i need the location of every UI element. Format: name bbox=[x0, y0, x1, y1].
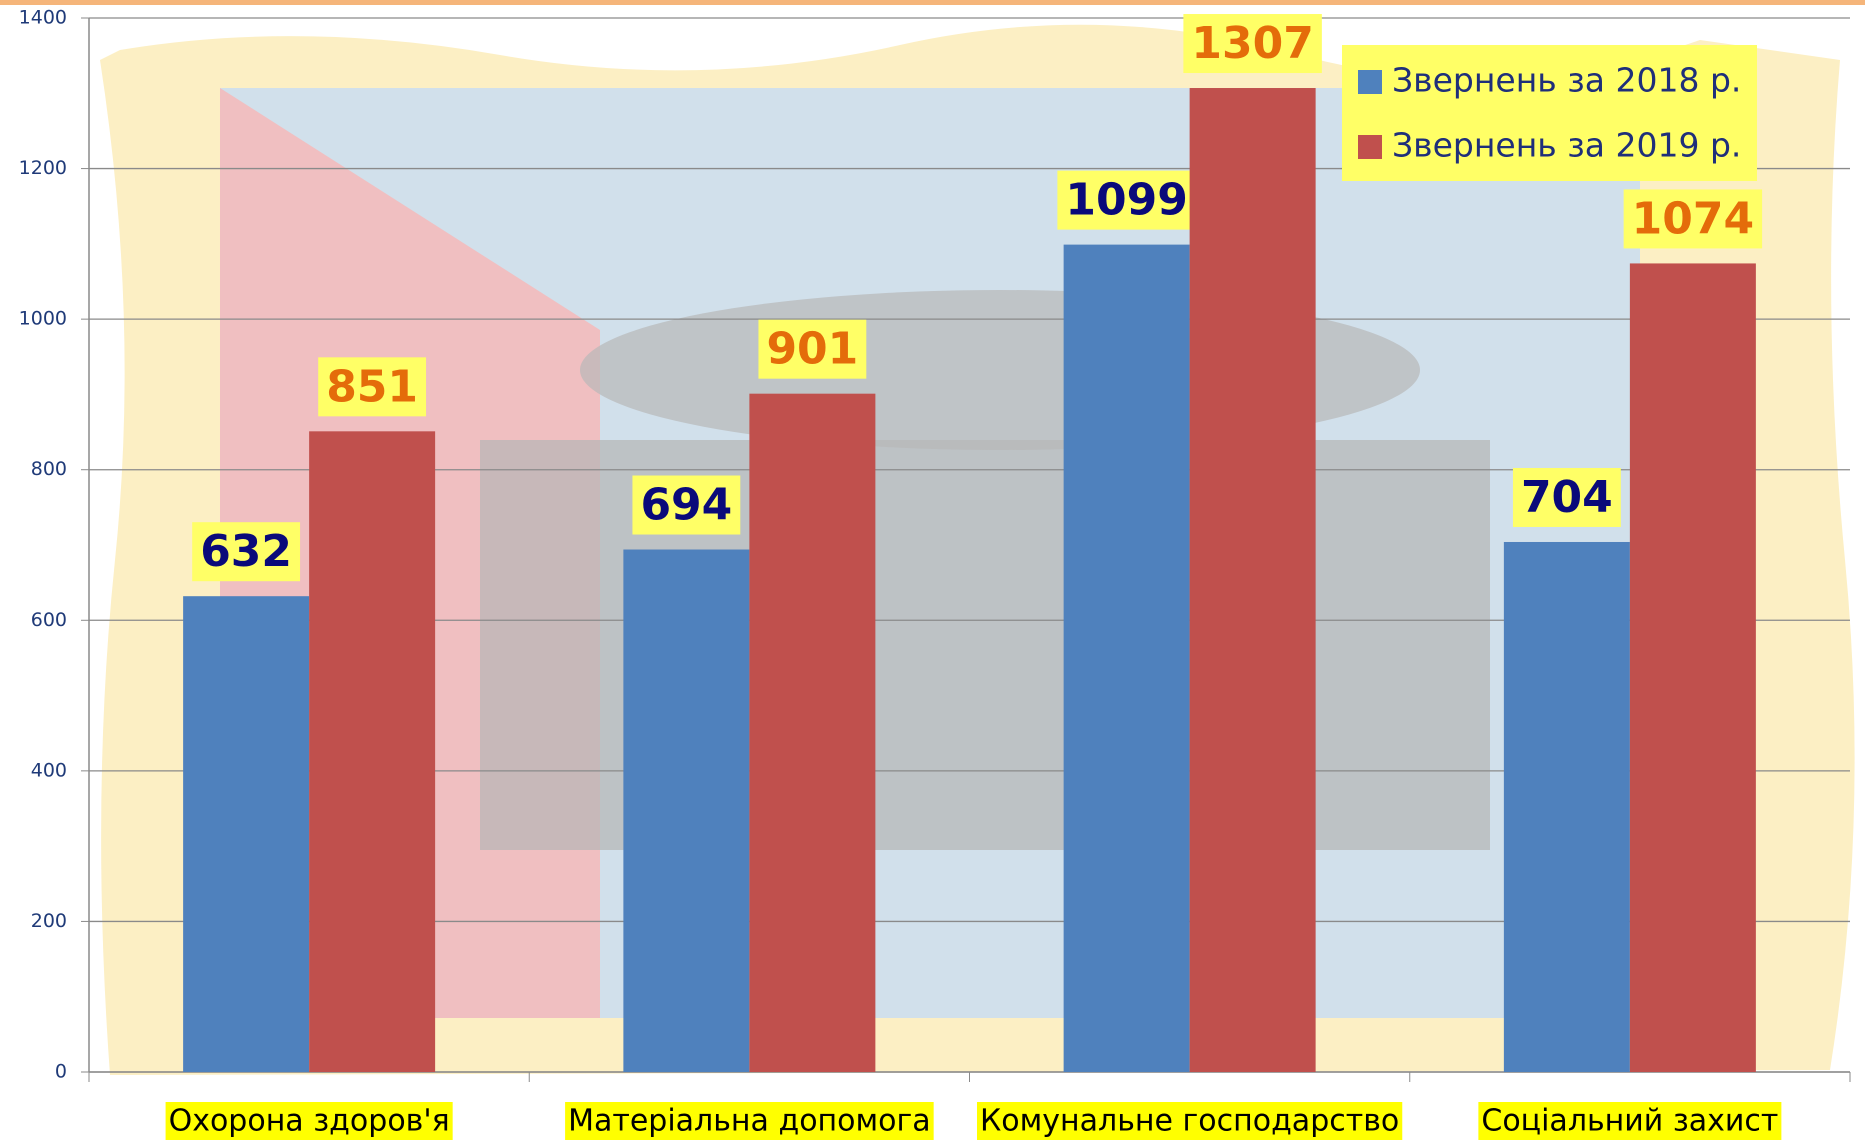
value-label: 704 bbox=[1521, 472, 1613, 523]
value-label: 1307 bbox=[1191, 18, 1313, 69]
value-label: 1074 bbox=[1632, 193, 1754, 244]
legend-label: Звернень за 2019 р. bbox=[1392, 126, 1741, 165]
y-tick-label: 400 bbox=[31, 759, 67, 781]
x-tick-label: Комунальне господарство bbox=[980, 1104, 1399, 1139]
y-tick-label: 0 bbox=[55, 1061, 67, 1083]
legend-label: Звернень за 2018 р. bbox=[1392, 61, 1741, 100]
bar bbox=[183, 596, 309, 1072]
bar bbox=[1504, 542, 1630, 1072]
x-tick-label: Охорона здоров'я bbox=[169, 1104, 450, 1139]
top-border bbox=[0, 0, 1865, 5]
bar bbox=[1630, 263, 1756, 1072]
bar bbox=[309, 431, 435, 1072]
legend-swatch bbox=[1358, 135, 1382, 159]
bar bbox=[1190, 88, 1316, 1072]
value-label: 632 bbox=[200, 526, 292, 577]
value-label: 694 bbox=[640, 480, 732, 531]
bar bbox=[749, 394, 875, 1072]
legend-swatch bbox=[1358, 70, 1382, 94]
chart: 0 200 400 600 800 1000 1200 1400 Охорона здоров'… bbox=[0, 0, 1865, 1142]
bar bbox=[623, 550, 749, 1072]
y-tick-label: 1000 bbox=[19, 308, 67, 330]
bar bbox=[1064, 245, 1190, 1072]
value-label: 901 bbox=[766, 324, 858, 375]
y-tick-label: 200 bbox=[31, 910, 67, 932]
value-label: 1099 bbox=[1065, 175, 1187, 226]
y-tick-label: 800 bbox=[31, 458, 67, 480]
y-tick-label: 600 bbox=[31, 609, 67, 631]
y-tick-label: 1400 bbox=[19, 7, 67, 29]
y-tick-label: 1200 bbox=[19, 157, 67, 179]
value-label: 851 bbox=[326, 361, 418, 412]
x-tick-label: Соціальний захист bbox=[1481, 1104, 1778, 1139]
x-tick-label: Матеріальна допомога bbox=[568, 1104, 931, 1139]
